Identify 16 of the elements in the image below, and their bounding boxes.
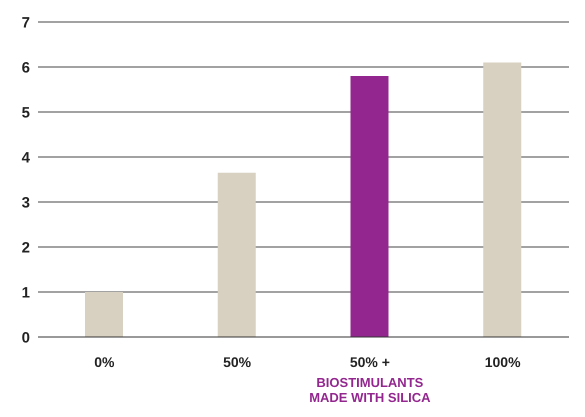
bar (85, 292, 123, 337)
y-tick-label: 4 (22, 149, 31, 166)
bar (218, 172, 256, 337)
y-tick-label: 0 (22, 329, 30, 346)
y-tick-label: 2 (22, 239, 30, 256)
y-tick-label: 6 (22, 59, 30, 76)
y-tick-label: 5 (22, 104, 30, 122)
y-tick-label: 1 (22, 284, 30, 302)
bar (350, 76, 388, 337)
x-tick-label: 0% (94, 354, 116, 370)
bar (483, 62, 522, 337)
x-tick-label: 50% (223, 354, 252, 370)
y-tick-label: 7 (22, 14, 30, 32)
x-tick-label: 100% (484, 354, 522, 370)
x-tick-label: 50% + BIOSTIMULANTS MADE WITH SILICA (309, 354, 432, 405)
y-tick-label: 3 (22, 194, 30, 212)
